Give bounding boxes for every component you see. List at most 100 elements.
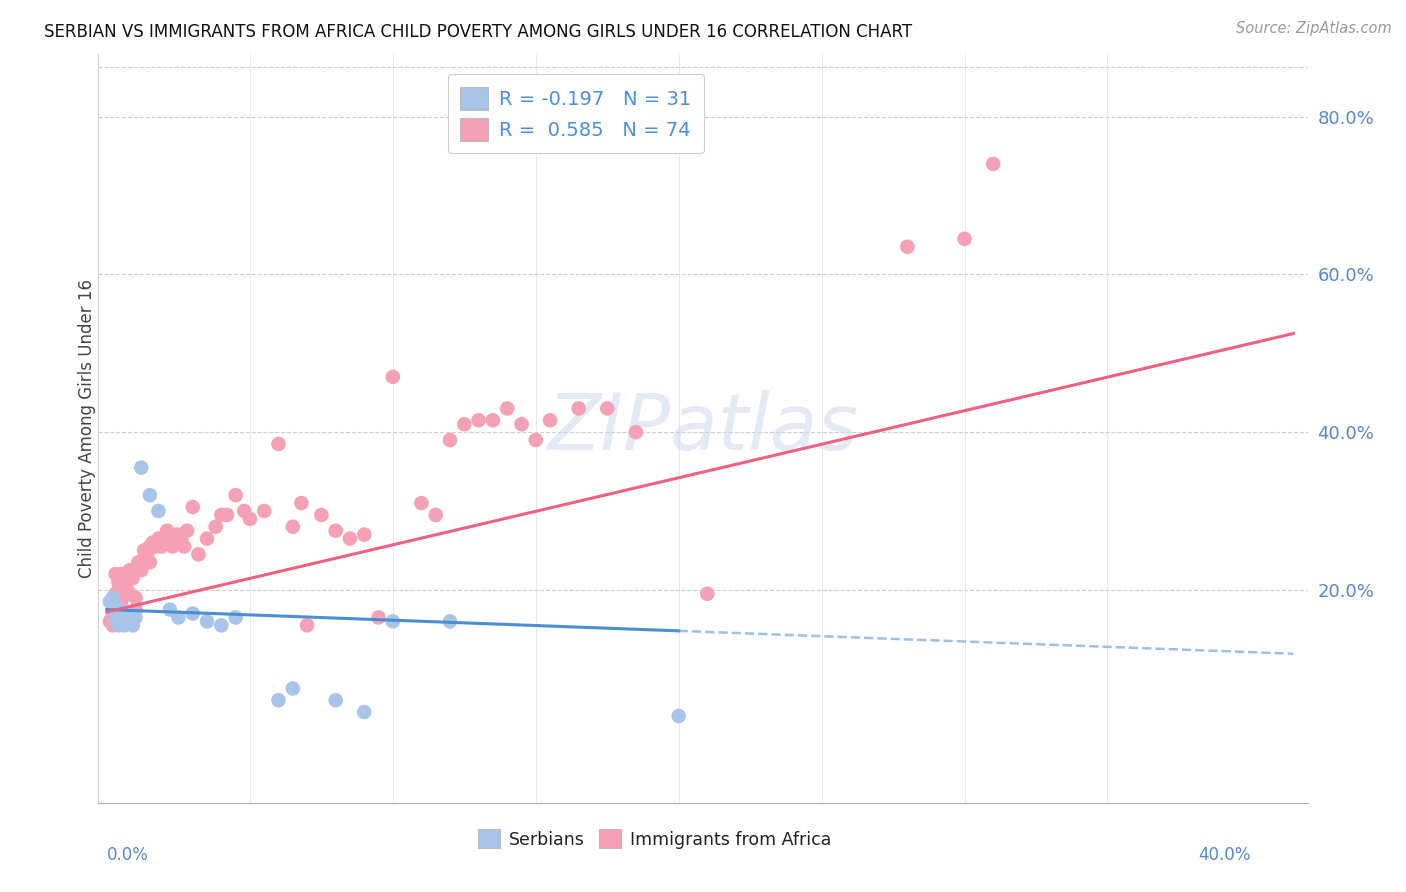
- Point: [104, 587, 127, 601]
- Point: [101, 602, 124, 616]
- Point: [115, 582, 138, 597]
- Point: [115, 615, 138, 629]
- Point: [225, 488, 247, 502]
- Point: [176, 524, 198, 538]
- Point: [124, 602, 146, 616]
- Point: [267, 437, 290, 451]
- Point: [127, 555, 149, 569]
- Point: [173, 540, 195, 554]
- Point: [145, 540, 167, 554]
- Point: [110, 595, 132, 609]
- Point: [467, 413, 489, 427]
- Point: [129, 563, 152, 577]
- Point: [233, 504, 256, 518]
- Point: [118, 587, 141, 601]
- Point: [156, 524, 179, 538]
- Point: [367, 610, 389, 624]
- Point: [159, 532, 181, 546]
- Point: [139, 488, 162, 502]
- Point: [325, 524, 347, 538]
- Point: [181, 500, 204, 514]
- Point: [195, 615, 218, 629]
- Point: [124, 591, 146, 605]
- Point: [107, 582, 129, 597]
- Point: [118, 607, 141, 621]
- Point: [165, 527, 187, 541]
- Point: [353, 705, 375, 719]
- Point: [98, 595, 121, 609]
- Point: [150, 540, 173, 554]
- Point: [115, 574, 138, 589]
- Point: [101, 618, 124, 632]
- Point: [107, 610, 129, 624]
- Point: [281, 681, 304, 696]
- Point: [209, 618, 232, 632]
- Point: [170, 532, 193, 546]
- Text: Source: ZipAtlas.com: Source: ZipAtlas.com: [1236, 21, 1392, 36]
- Point: [104, 615, 127, 629]
- Point: [107, 618, 129, 632]
- Point: [439, 615, 461, 629]
- Point: [187, 547, 209, 561]
- Point: [225, 610, 247, 624]
- Point: [148, 532, 170, 546]
- Point: [295, 618, 318, 632]
- Text: SERBIAN VS IMMIGRANTS FROM AFRICA CHILD POVERTY AMONG GIRLS UNDER 16 CORRELATION: SERBIAN VS IMMIGRANTS FROM AFRICA CHILD …: [44, 23, 912, 41]
- Point: [121, 571, 143, 585]
- Point: [281, 520, 304, 534]
- Point: [112, 587, 135, 601]
- Text: ZIPatlas: ZIPatlas: [547, 390, 859, 467]
- Point: [381, 370, 404, 384]
- Point: [353, 527, 375, 541]
- Point: [696, 587, 718, 601]
- Point: [110, 610, 132, 624]
- Point: [159, 602, 181, 616]
- Point: [953, 232, 976, 246]
- Point: [538, 413, 561, 427]
- Point: [453, 417, 475, 432]
- Point: [425, 508, 447, 522]
- Point: [129, 460, 152, 475]
- Point: [139, 540, 162, 554]
- Point: [209, 508, 232, 522]
- Point: [124, 610, 146, 624]
- Point: [568, 401, 591, 416]
- Point: [110, 567, 132, 582]
- Point: [411, 496, 433, 510]
- Point: [139, 555, 162, 569]
- Point: [496, 401, 519, 416]
- Point: [668, 709, 690, 723]
- Point: [167, 610, 190, 624]
- Point: [510, 417, 533, 432]
- Y-axis label: Child Poverty Among Girls Under 16: Child Poverty Among Girls Under 16: [79, 278, 96, 578]
- Point: [195, 532, 218, 546]
- Point: [482, 413, 505, 427]
- Point: [325, 693, 347, 707]
- Point: [290, 496, 312, 510]
- Legend: Serbians, Immigrants from Africa: Serbians, Immigrants from Africa: [471, 822, 838, 855]
- Point: [107, 574, 129, 589]
- Point: [121, 618, 143, 632]
- Point: [112, 607, 135, 621]
- Point: [110, 602, 132, 616]
- Text: 40.0%: 40.0%: [1198, 847, 1250, 864]
- Point: [439, 433, 461, 447]
- Point: [896, 240, 918, 254]
- Point: [624, 425, 647, 439]
- Point: [142, 535, 165, 549]
- Point: [104, 607, 127, 621]
- Point: [167, 527, 190, 541]
- Point: [136, 547, 159, 561]
- Point: [162, 540, 184, 554]
- Point: [253, 504, 276, 518]
- Point: [104, 567, 127, 582]
- Point: [112, 571, 135, 585]
- Point: [215, 508, 238, 522]
- Point: [98, 615, 121, 629]
- Point: [118, 563, 141, 577]
- Point: [981, 157, 1004, 171]
- Point: [381, 615, 404, 629]
- Point: [101, 591, 124, 605]
- Point: [153, 535, 176, 549]
- Point: [311, 508, 333, 522]
